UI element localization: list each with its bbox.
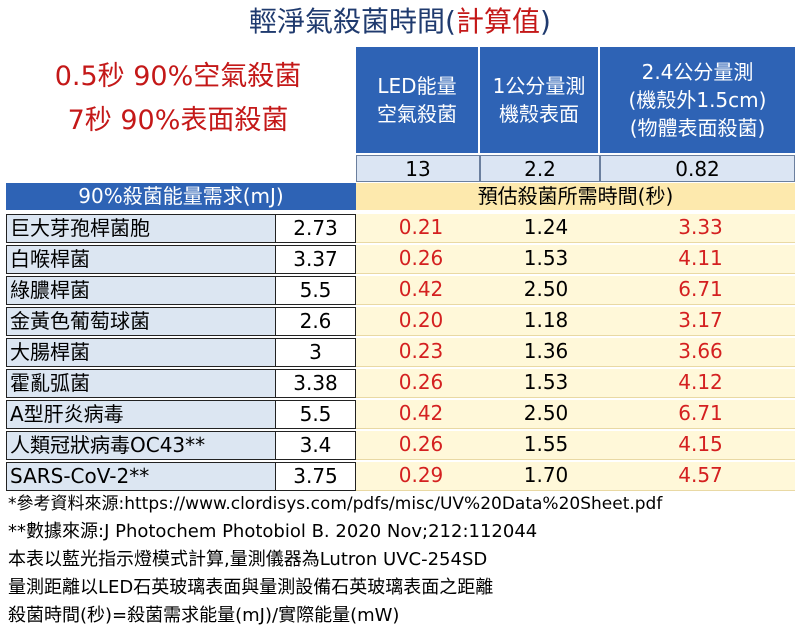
time-2-4cm: 3.33 (606, 214, 795, 243)
time-1cm: 1.24 (486, 214, 606, 243)
organism-name: 人類冠狀病毒OC43** (6, 431, 276, 460)
column-header-line: (物體表面殺菌) (629, 116, 766, 140)
note-data-source: **數據來源:J Photochem Photobiol B. 2020 Nov… (8, 521, 538, 542)
energy-need: 3.4 (276, 431, 356, 460)
note-formula: 殺菌時間(秒)=殺菌需求能量(mJ)/實際能量(mW) (8, 605, 400, 626)
column-header-line: 2.4公分量測 (641, 60, 754, 84)
time-2-4cm: 4.57 (606, 462, 795, 491)
time-2-4cm: 4.12 (606, 369, 795, 398)
time-led: 0.23 (356, 338, 486, 367)
title-main: 輕淨氣殺菌時間( (249, 5, 456, 38)
column-header-line: (機殼外1.5cm) (628, 88, 767, 112)
time-led: 0.42 (356, 400, 486, 429)
page-title: 輕淨氣殺菌時間(計算值) (0, 2, 800, 42)
power-value-2-4cm: 0.82 (600, 155, 795, 182)
time-header: 預估殺菌所需時間(秒) (356, 183, 795, 210)
time-1cm: 2.50 (486, 276, 606, 305)
energy-need: 2.73 (276, 214, 356, 243)
organism-name: 綠膿桿菌 (6, 276, 276, 305)
power-value-led: 13 (356, 155, 480, 182)
note-reference: *參考資料來源:https://www.clordisys.com/pdfs/m… (8, 494, 663, 514)
time-1cm: 1.18 (486, 307, 606, 336)
organism-name: 白喉桿菌 (6, 245, 276, 274)
note-distance: 量測距離以LED石英玻璃表面與量測設備石英玻璃表面之距離 (8, 577, 494, 598)
time-led: 0.20 (356, 307, 486, 336)
claim-air: 0.5秒 90%空氣殺菌 (54, 61, 302, 92)
requirement-header: 90%殺菌能量需求(mJ) (6, 183, 356, 210)
energy-need: 5.5 (276, 400, 356, 429)
column-header-1cm: 1公分量測 機殼表面 (480, 47, 600, 153)
title-highlight: 計算值 (455, 5, 540, 38)
energy-need: 5.5 (276, 276, 356, 305)
time-2-4cm: 6.71 (606, 276, 795, 305)
time-led: 0.26 (356, 431, 486, 460)
table-row: A型肝炎病毒 5.5 0.42 2.50 6.71 (6, 400, 795, 429)
organism-name: 大腸桿菌 (6, 338, 276, 367)
column-header-line: LED能量 (377, 74, 457, 98)
time-2-4cm: 4.15 (606, 431, 795, 460)
energy-need: 3.75 (276, 462, 356, 491)
time-1cm: 1.55 (486, 431, 606, 460)
time-led: 0.26 (356, 369, 486, 398)
column-header-line: 空氣殺菌 (377, 102, 457, 126)
table-row: 霍亂弧菌 3.38 0.26 1.53 4.12 (6, 369, 795, 398)
title-end: ) (540, 5, 551, 38)
energy-need: 2.6 (276, 307, 356, 336)
organism-name: A型肝炎病毒 (6, 400, 276, 429)
table-row: 巨大芽孢桿菌胞 2.73 0.21 1.24 3.33 (6, 214, 795, 243)
time-1cm: 2.50 (486, 400, 606, 429)
organism-name: SARS-CoV-2** (6, 462, 276, 491)
power-value-1cm: 2.2 (480, 155, 600, 182)
column-header-2-4cm: 2.4公分量測 (機殼外1.5cm) (物體表面殺菌) (600, 47, 795, 153)
time-2-4cm: 4.11 (606, 245, 795, 274)
column-header-led: LED能量 空氣殺菌 (356, 47, 480, 153)
time-1cm: 1.36 (486, 338, 606, 367)
claim-surface: 7秒 90%表面殺菌 (67, 105, 289, 136)
table-row: 金黃色葡萄球菌 2.6 0.20 1.18 3.17 (6, 307, 795, 336)
organism-name: 霍亂弧菌 (6, 369, 276, 398)
time-led: 0.21 (356, 214, 486, 243)
time-2-4cm: 3.66 (606, 338, 795, 367)
table-row: 綠膿桿菌 5.5 0.42 2.50 6.71 (6, 276, 795, 305)
column-header-line: 1公分量測 (492, 74, 586, 98)
time-led: 0.42 (356, 276, 486, 305)
organism-name: 金黃色葡萄球菌 (6, 307, 276, 336)
energy-need: 3.37 (276, 245, 356, 274)
time-2-4cm: 6.71 (606, 400, 795, 429)
table-row: 人類冠狀病毒OC43** 3.4 0.26 1.55 4.15 (6, 431, 795, 460)
column-header-line: 機殼表面 (499, 102, 579, 126)
time-led: 0.29 (356, 462, 486, 491)
table-row: 白喉桿菌 3.37 0.26 1.53 4.11 (6, 245, 795, 274)
table-row: 大腸桿菌 3 0.23 1.36 3.66 (6, 338, 795, 367)
table-row: SARS-CoV-2** 3.75 0.29 1.70 4.57 (6, 462, 795, 491)
time-2-4cm: 3.17 (606, 307, 795, 336)
energy-need: 3 (276, 338, 356, 367)
time-1cm: 1.53 (486, 369, 606, 398)
organism-name: 巨大芽孢桿菌胞 (6, 214, 276, 243)
time-1cm: 1.53 (486, 245, 606, 274)
note-measurement: 本表以藍光指示燈模式計算,量測儀器為Lutron UVC-254SD (8, 549, 488, 570)
energy-need: 3.38 (276, 369, 356, 398)
time-1cm: 1.70 (486, 462, 606, 491)
time-led: 0.26 (356, 245, 486, 274)
